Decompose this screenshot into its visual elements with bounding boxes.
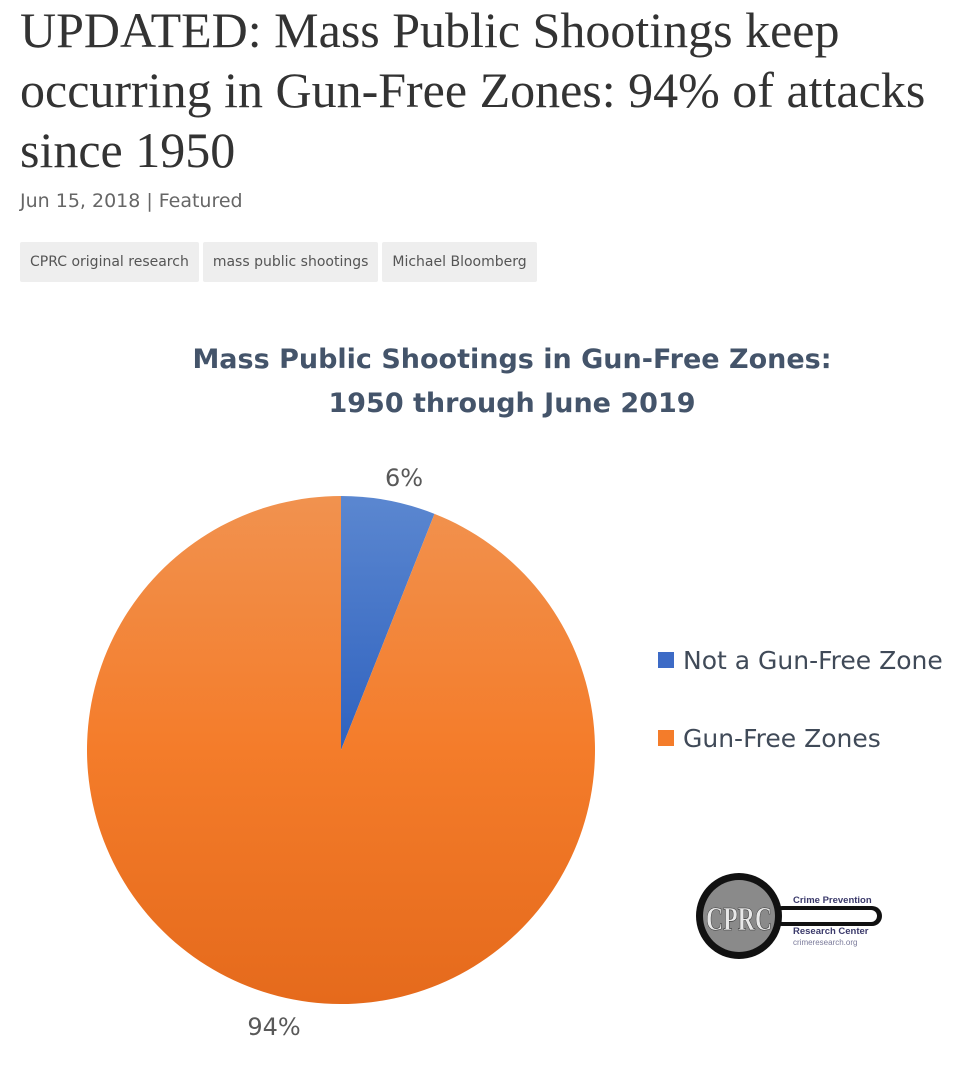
chart-title-line-1: Mass Public Shootings in Gun-Free Zones: bbox=[192, 344, 832, 375]
category-link-featured[interactable]: Featured bbox=[158, 190, 243, 212]
logo-name-line-1: Crime Prevention bbox=[793, 895, 872, 906]
legend-label-not-gun-free-zone: Not a Gun-Free Zone bbox=[683, 645, 943, 675]
logo-monogram: CPRC bbox=[706, 901, 772, 938]
legend-item-gun-free-zones: Gun-Free Zones bbox=[658, 720, 943, 756]
logo-url: crimeresearch.org bbox=[793, 938, 857, 947]
pie-data-label-gun-free-zones: 94% bbox=[247, 1013, 300, 1041]
chart-legend: Not a Gun-Free Zone Gun-Free Zones bbox=[658, 642, 943, 798]
cprc-logo: CPRC Crime Prevention Research Center cr… bbox=[696, 873, 882, 959]
pie-chart-figure: 6% 94% Mass Public Shootings in Gun-Free … bbox=[0, 320, 963, 1085]
legend-swatch-orange bbox=[658, 730, 674, 746]
logo-magnifier-lens bbox=[703, 880, 775, 952]
tag-cprc-original-research[interactable]: CPRC original research bbox=[20, 242, 199, 282]
post-date: Jun 15, 2018 bbox=[20, 190, 141, 212]
pie-slice-gun-free-zones bbox=[87, 496, 596, 1004]
pie-slice-not-a-gun-free-zone bbox=[341, 496, 435, 750]
tag-michael-bloomberg[interactable]: Michael Bloomberg bbox=[382, 242, 537, 282]
pie-labels: 6% 94% bbox=[247, 464, 423, 1041]
logo-name-line-2: Research Center bbox=[793, 926, 869, 937]
chart-title-line-2: 1950 through June 2019 bbox=[328, 388, 696, 419]
tag-mass-public-shootings[interactable]: mass public shootings bbox=[202, 242, 379, 282]
article-headline: UPDATED: Mass Public Shootings keep occu… bbox=[20, 2, 926, 178]
tag-list: CPRC original research mass public shoot… bbox=[20, 242, 537, 282]
pie-slices bbox=[87, 496, 596, 1004]
legend-swatch-blue bbox=[658, 652, 674, 668]
legend-item-not-gun-free-zone: Not a Gun-Free Zone bbox=[658, 642, 943, 678]
post-meta: Jun 15, 2018 | Featured bbox=[20, 187, 243, 215]
logo-handle-inner bbox=[777, 910, 877, 922]
chart-title: Mass Public Shootings in Gun-Free Zones:… bbox=[0, 338, 963, 426]
meta-separator: | bbox=[146, 190, 153, 212]
pie-chart: 6% 94% bbox=[87, 464, 596, 1041]
legend-label-gun-free-zones: Gun-Free Zones bbox=[683, 723, 881, 753]
pie-data-label-not-a-gun-free-zone: 6% bbox=[385, 464, 423, 492]
